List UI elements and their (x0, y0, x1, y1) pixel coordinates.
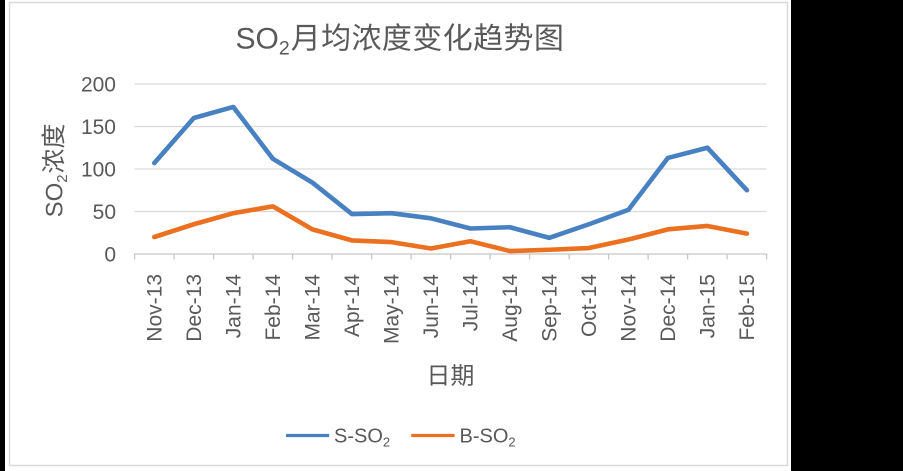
svg-text:Jan-15: Jan-15 (696, 274, 719, 338)
svg-text:Jun-14: Jun-14 (420, 274, 443, 339)
svg-text:Nov-14: Nov-14 (617, 274, 640, 342)
svg-text:Apr-14: Apr-14 (341, 274, 364, 337)
svg-text:100: 100 (81, 159, 116, 182)
svg-text:2: 2 (508, 435, 515, 450)
svg-text:50: 50 (93, 201, 116, 224)
svg-text:Feb-15: Feb-15 (736, 274, 759, 341)
svg-text:2: 2 (383, 435, 390, 450)
svg-text:150: 150 (81, 116, 116, 139)
svg-text:Nov-13: Nov-13 (143, 274, 166, 342)
svg-text:Jan-14: Jan-14 (222, 274, 245, 339)
svg-text:S-SO: S-SO (334, 426, 383, 448)
svg-text:Sep-14: Sep-14 (538, 274, 561, 342)
svg-text:SO: SO (236, 23, 279, 56)
svg-text:2: 2 (279, 38, 290, 60)
svg-text:May-14: May-14 (380, 274, 403, 344)
svg-text:2: 2 (54, 174, 71, 182)
svg-text:Jul-14: Jul-14 (459, 274, 482, 332)
svg-text:Mar-14: Mar-14 (301, 274, 324, 341)
svg-text:Aug-14: Aug-14 (499, 274, 522, 342)
svg-text:Oct-14: Oct-14 (578, 274, 601, 337)
svg-text:200: 200 (81, 74, 116, 97)
svg-text:0: 0 (104, 244, 116, 267)
svg-text:Dec-13: Dec-13 (183, 274, 206, 342)
svg-text:Feb-14: Feb-14 (262, 274, 285, 341)
svg-text:B-SO: B-SO (460, 426, 509, 448)
svg-text:SO: SO (42, 183, 69, 218)
svg-text:Dec-14: Dec-14 (657, 274, 680, 342)
